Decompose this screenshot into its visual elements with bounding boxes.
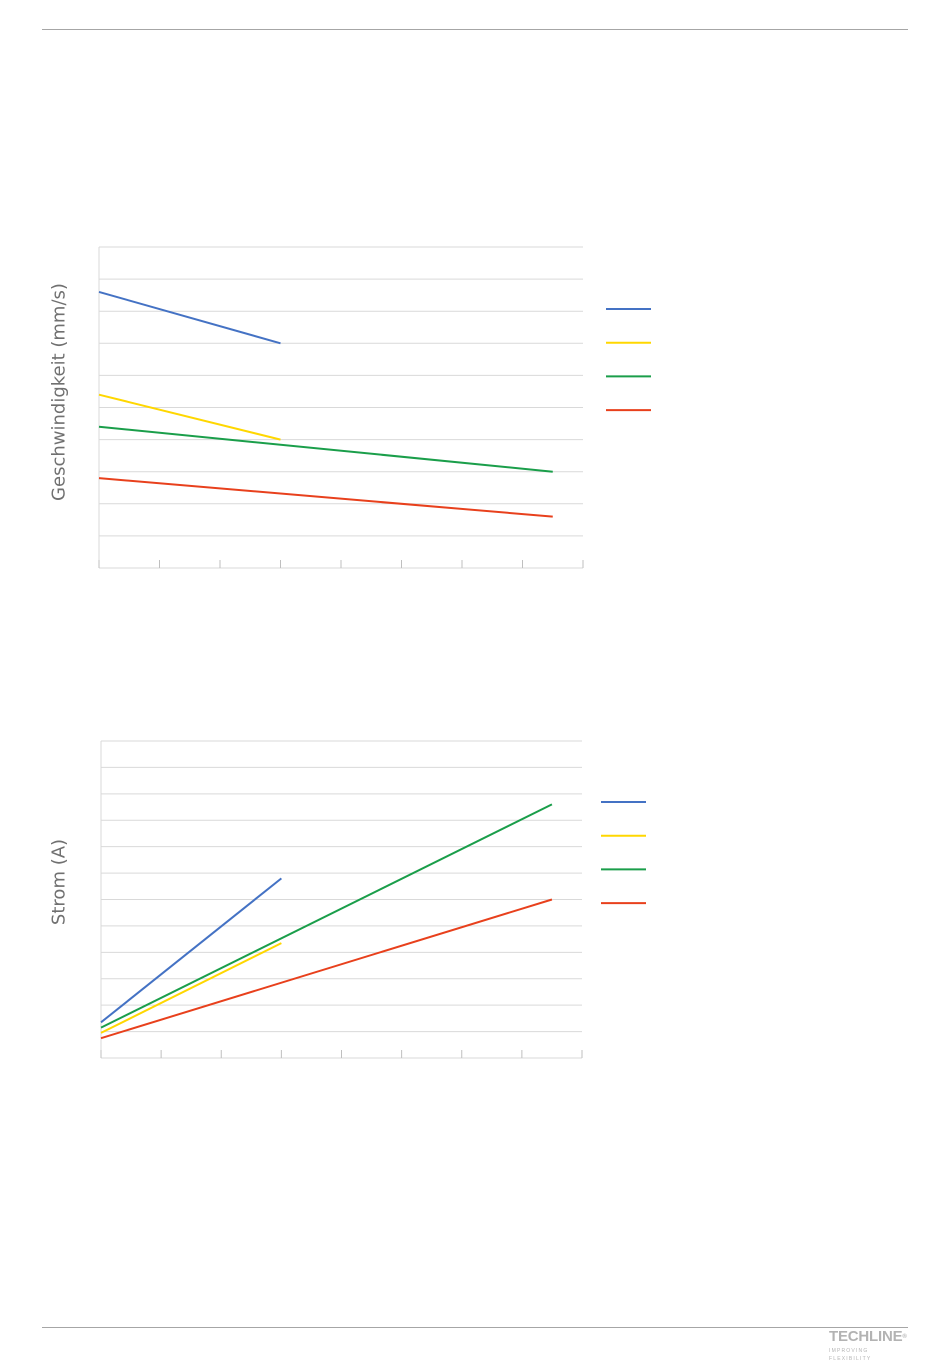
logo-registered-mark: ® <box>902 1334 907 1340</box>
series-line-0 <box>98 290 281 345</box>
series-line-1 <box>100 942 282 1034</box>
series-line-0 <box>100 877 282 1024</box>
speed-chart-plot <box>98 246 651 569</box>
footer-rule <box>42 1327 908 1328</box>
series-line-3 <box>100 898 553 1040</box>
speed-chart: Geschwindigkeit (mm/s) <box>0 0 950 650</box>
series-line-2 <box>100 803 553 1029</box>
series-line-1 <box>98 393 281 441</box>
current-chart: Strom (A) <box>49 740 646 1059</box>
logo-brand: TECHLINE <box>829 1328 903 1345</box>
series-line-2 <box>98 425 553 473</box>
current-chart-plot <box>100 740 646 1059</box>
techline-logo: TECHLINE® IMPROVING FLEXIBILITY <box>829 1329 909 1363</box>
logo-tagline: IMPROVING FLEXIBILITY <box>829 1348 872 1362</box>
header-rule <box>42 29 908 30</box>
series-line-3 <box>98 477 553 518</box>
